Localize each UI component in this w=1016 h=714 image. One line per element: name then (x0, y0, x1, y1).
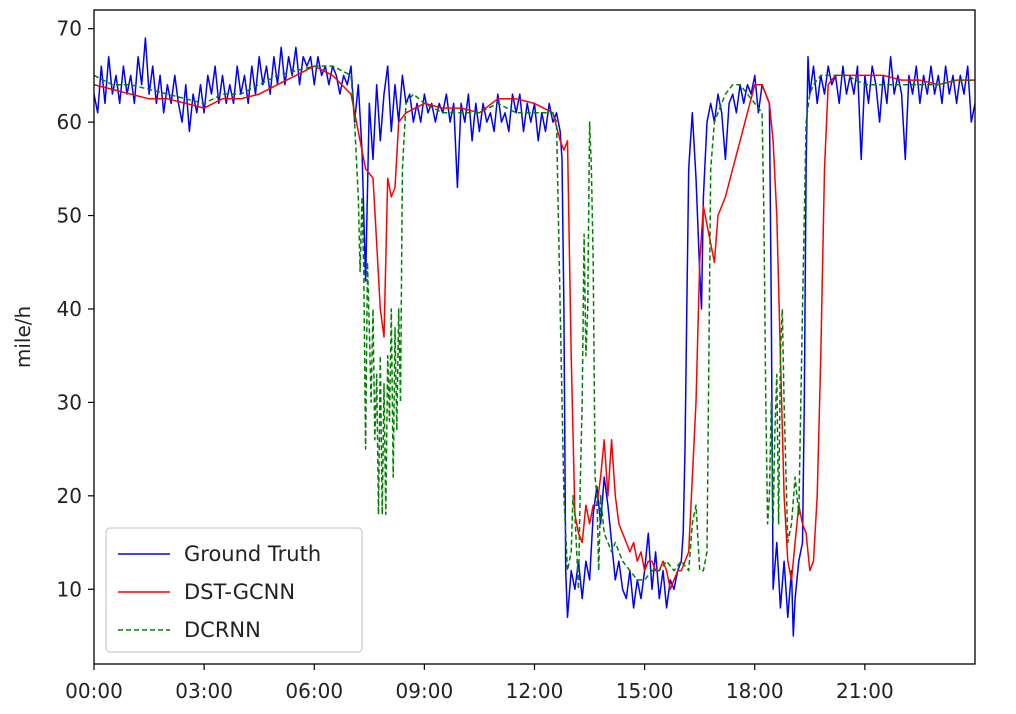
series-layer (94, 37, 975, 637)
legend: Ground Truth DST-GCNN DCRNN (105, 527, 363, 653)
x-axis: 00:00 03:00 06:00 09:00 12:00 15:00 18:00 21:00 (65, 664, 894, 703)
x-tick-label: 21:00 (836, 679, 894, 703)
y-tick-label: 40 (57, 297, 82, 321)
x-tick-label: 12:00 (506, 679, 564, 703)
series-line-dst-gcnn (94, 65, 975, 591)
y-tick-label: 20 (57, 484, 82, 508)
y-axis-label: mile/h (11, 306, 35, 368)
legend-box (105, 527, 363, 653)
y-tick-label: 30 (57, 390, 82, 414)
x-tick-label: 09:00 (396, 679, 454, 703)
legend-entry: DCRNN (184, 618, 261, 642)
series-line-dcrnn (94, 65, 975, 591)
y-tick-label: 10 (57, 577, 82, 601)
legend-entry: Ground Truth (184, 542, 321, 566)
y-tick-label: 60 (57, 110, 82, 134)
x-tick-label: 18:00 (726, 679, 784, 703)
x-tick-label: 06:00 (285, 679, 343, 703)
y-tick-label: 70 (57, 17, 82, 41)
y-tick-label: 50 (57, 204, 82, 228)
x-tick-label: 03:00 (175, 679, 233, 703)
x-tick-label: 15:00 (616, 679, 674, 703)
x-tick-label: 00:00 (65, 679, 123, 703)
legend-entry: DST-GCNN (184, 580, 295, 604)
y-axis: 10 20 30 40 50 60 70 (57, 17, 94, 601)
